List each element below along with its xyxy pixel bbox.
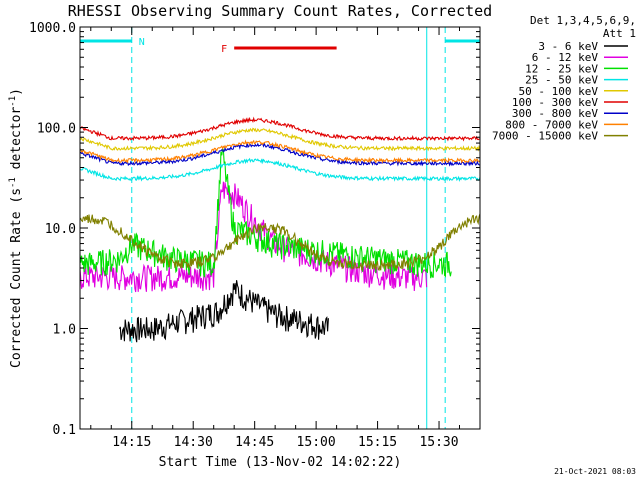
x-tick-label: 14:30	[174, 435, 213, 450]
plot-area: NF	[79, 27, 481, 429]
legend-label: 25 - 50 keV	[525, 74, 598, 87]
y-tick-label: 1.0	[53, 323, 76, 338]
series-line-6	[79, 142, 481, 167]
y-axis: 0.1 1.0 10.0 100.0 1000.0	[29, 21, 480, 438]
x-axis-label: Start Time (13-Nov-02 14:02:22)	[159, 455, 402, 470]
timestamp: 21-Oct-2021 08:03	[554, 467, 636, 476]
y-axis-label-sup2: -1	[8, 96, 18, 107]
y-axis-label: Corrected Count Rate (s-1 detector-1)	[8, 88, 24, 368]
legend-label: 800 - 7000 keV	[505, 118, 598, 131]
series-line-3	[79, 157, 481, 182]
y-axis-label-sup1: -1	[8, 177, 18, 188]
legend-label: 6 - 12 keV	[532, 51, 599, 64]
y-axis-label-main: Corrected Count Rate (s	[9, 188, 24, 368]
y-axis-label-mid: detector	[9, 107, 24, 178]
series-line-0	[118, 280, 329, 343]
legend-header-1: Det 1,3,4,5,6,9,	[530, 14, 636, 27]
flag-label-N: N	[139, 37, 145, 48]
legend-header-2: Att 1	[603, 27, 636, 40]
legend-label: 100 - 300 keV	[512, 96, 598, 109]
y-tick-label: 1000.0	[29, 21, 76, 36]
legend-label: 300 - 800 keV	[512, 107, 598, 120]
legend-label: 3 - 6 keV	[538, 40, 598, 53]
legend-label: 12 - 25 keV	[525, 62, 598, 75]
x-tick-label: 15:15	[358, 435, 397, 450]
legend-label: 50 - 100 keV	[519, 85, 599, 98]
x-tick-label: 14:45	[235, 435, 274, 450]
x-axis: 14:15 14:30 14:45 15:00 15:15 15:30	[90, 27, 461, 450]
x-tick-label: 15:00	[297, 435, 336, 450]
series-line-4	[79, 127, 481, 152]
series-line-5	[79, 116, 481, 142]
y-tick-label: 10.0	[45, 222, 76, 237]
series-line-2	[79, 147, 452, 279]
series-line-7	[79, 139, 480, 164]
series-line-8	[79, 213, 481, 271]
flag-label-F: F	[221, 44, 227, 55]
y-axis-label-end: )	[9, 88, 24, 96]
y-tick-label: 100.0	[37, 122, 76, 137]
x-tick-label: 15:30	[419, 435, 458, 450]
y-tick-label: 0.1	[53, 423, 76, 438]
chart-title: RHESSI Observing Summary Count Rates, Co…	[68, 2, 492, 20]
x-tick-label: 14:15	[112, 435, 151, 450]
legend-label: 7000 - 15000 keV	[492, 130, 598, 143]
